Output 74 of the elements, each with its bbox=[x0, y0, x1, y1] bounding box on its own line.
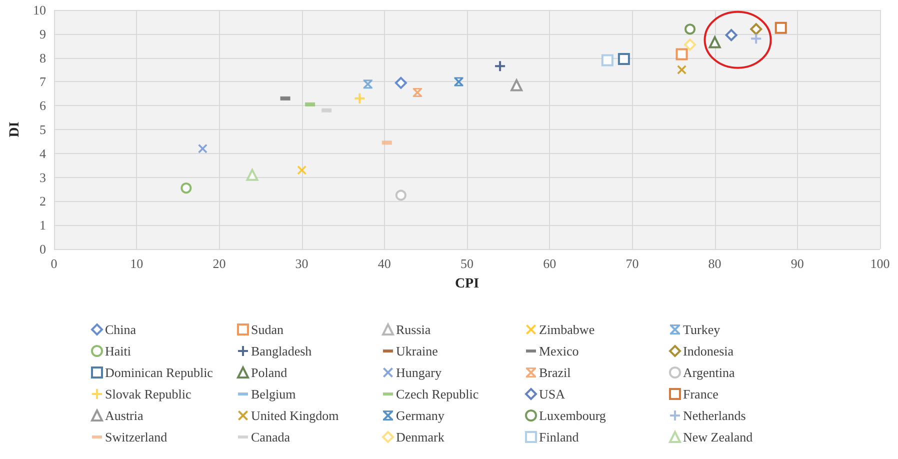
x-tick-label: 20 bbox=[212, 256, 226, 271]
point bbox=[495, 61, 506, 72]
legend-label: United Kingdom bbox=[251, 408, 339, 423]
legend-label: Brazil bbox=[539, 365, 572, 380]
x-tick-label: 10 bbox=[130, 256, 144, 271]
point bbox=[510, 79, 523, 92]
legend-label: Switzerland bbox=[105, 430, 168, 444]
legend-label: Zimbabwe bbox=[539, 322, 595, 337]
legend-label: Finland bbox=[539, 430, 580, 444]
legend-label: Dominican Republic bbox=[105, 365, 214, 380]
legend-label: Slovak Republic bbox=[105, 386, 192, 402]
legend-label: Poland bbox=[251, 365, 288, 380]
x-tick-label: 70 bbox=[626, 256, 639, 271]
legend-label: Netherlands bbox=[683, 408, 746, 423]
x-tick-label: 80 bbox=[708, 256, 722, 271]
legend-label: Mexico bbox=[539, 344, 579, 358]
point bbox=[708, 36, 721, 48]
point bbox=[601, 54, 614, 66]
x-tick-label: 30 bbox=[295, 256, 308, 271]
legend-label: France bbox=[683, 386, 719, 402]
point bbox=[751, 34, 762, 44]
point bbox=[246, 168, 258, 181]
x-tick-label: 40 bbox=[378, 256, 391, 271]
x-tick-label: 50 bbox=[460, 256, 474, 271]
legend-label: Argentina bbox=[683, 365, 735, 380]
y-tick-label: 1 bbox=[40, 218, 46, 233]
point bbox=[354, 93, 365, 104]
legend-label: USA bbox=[539, 386, 566, 402]
y-axis-title: DI bbox=[8, 122, 22, 138]
legend-label: Denmark bbox=[396, 430, 445, 444]
legend-label: Turkey bbox=[683, 322, 721, 337]
y-tick-label: 6 bbox=[40, 98, 46, 114]
point bbox=[394, 76, 407, 89]
y-tick-label: 0 bbox=[40, 242, 46, 256]
legend-label: Austria bbox=[105, 408, 144, 423]
point bbox=[676, 48, 688, 60]
legend-label: Hungary bbox=[396, 365, 442, 380]
x-tick-label: 100 bbox=[870, 256, 890, 271]
legend-label: Germany bbox=[396, 408, 445, 423]
point bbox=[725, 29, 738, 42]
legend-label: Ukraine bbox=[396, 344, 438, 358]
point bbox=[297, 166, 306, 175]
legend-label: Bangladesh bbox=[251, 344, 312, 358]
legend-label: Russia bbox=[396, 322, 431, 337]
y-tick-label: 3 bbox=[40, 170, 46, 185]
point bbox=[774, 22, 787, 34]
legend-label: Sudan bbox=[251, 322, 284, 337]
y-tick-label: 5 bbox=[40, 122, 46, 137]
point bbox=[677, 65, 686, 74]
legend-label: Luxembourg bbox=[539, 408, 606, 423]
point bbox=[684, 24, 696, 35]
legend-label: Canada bbox=[251, 430, 290, 444]
point bbox=[395, 190, 406, 201]
x-tick-label: 0 bbox=[50, 256, 58, 271]
y-tick-label: 8 bbox=[40, 50, 46, 66]
legend-label: Indonesia bbox=[683, 344, 734, 358]
point bbox=[180, 182, 192, 194]
y-tick-label: 10 bbox=[33, 2, 46, 18]
y-tick-label: 2 bbox=[40, 194, 46, 209]
x-tick-label: 60 bbox=[543, 256, 556, 271]
legend-label: Belgium bbox=[251, 386, 296, 402]
point bbox=[618, 52, 630, 65]
legend-label: New Zealand bbox=[683, 430, 754, 444]
y-tick-label: 4 bbox=[40, 146, 46, 161]
legend-label: Haiti bbox=[105, 344, 132, 358]
point bbox=[684, 38, 696, 51]
legend-label: Czech Republic bbox=[396, 386, 479, 402]
x-tick-label: 90 bbox=[790, 256, 804, 271]
point bbox=[198, 144, 208, 154]
x-axis-title: CPI bbox=[454, 276, 480, 292]
point bbox=[750, 23, 762, 36]
y-tick-label: 7 bbox=[40, 74, 46, 90]
legend-label: China bbox=[105, 322, 136, 337]
y-tick-label: 9 bbox=[40, 26, 46, 42]
